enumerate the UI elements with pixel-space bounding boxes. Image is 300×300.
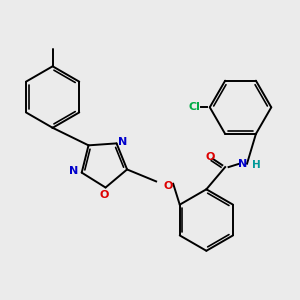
Text: N: N — [118, 137, 128, 147]
Text: Cl: Cl — [188, 102, 200, 112]
Text: H: H — [253, 160, 261, 170]
Text: O: O — [99, 190, 109, 200]
Text: N: N — [238, 159, 248, 169]
Text: O: O — [164, 181, 173, 190]
Text: O: O — [205, 152, 214, 162]
Text: N: N — [69, 166, 78, 176]
